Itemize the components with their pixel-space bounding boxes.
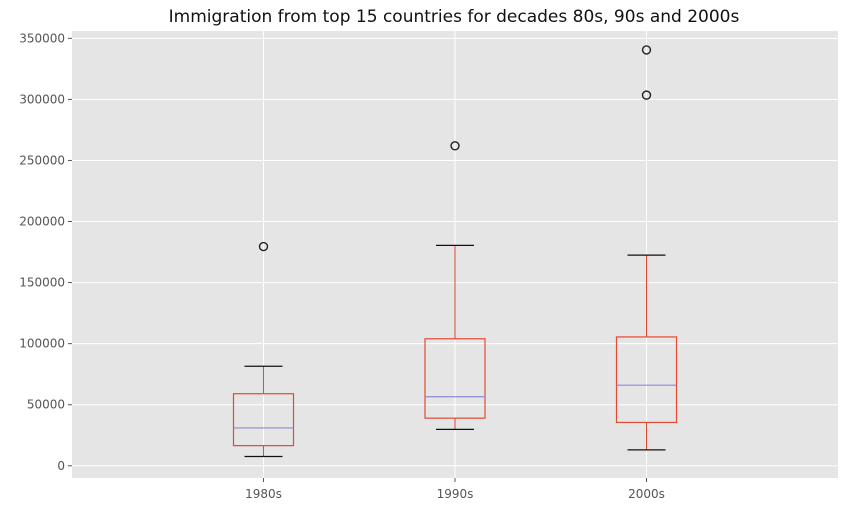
outlier-point: [450, 141, 460, 151]
y-tick-label: 200000: [19, 215, 65, 229]
chart-title: Immigration from top 15 countries for de…: [169, 7, 740, 27]
box-1990s: [424, 141, 486, 430]
iqr-box: [615, 336, 678, 424]
x-tick-label: 1980s: [245, 487, 282, 501]
y-tick-label: 100000: [19, 337, 65, 351]
x-axis: 1980s 1990s 2000s: [245, 478, 665, 501]
x-tick-label: 1990s: [437, 487, 474, 501]
outlier-point: [641, 90, 652, 100]
box-1980s: [232, 241, 295, 458]
boxes: [232, 45, 678, 458]
y-tick-label: 50000: [27, 398, 65, 412]
iqr-box: [424, 338, 486, 419]
x-tick-label: 2000s: [628, 487, 665, 501]
box-2000s: [615, 45, 678, 451]
y-tick-label: 350000: [19, 31, 65, 45]
iqr-box: [232, 393, 295, 447]
y-axis: 0 50000 100000 150000 200000 250000 300000 3500…: [19, 31, 72, 473]
outlier-point: [258, 241, 269, 252]
y-tick-label: 0: [57, 459, 65, 473]
y-tick-label: 250000: [19, 153, 65, 167]
outlier-point: [641, 45, 652, 55]
y-tick-label: 300000: [19, 92, 65, 106]
y-tick-label: 150000: [19, 276, 65, 290]
